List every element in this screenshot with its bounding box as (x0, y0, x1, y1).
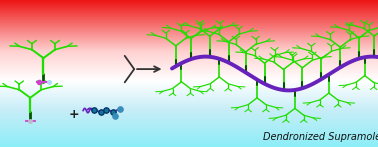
Text: +: + (68, 108, 79, 121)
Text: Dendronized Supramolecular Polymers: Dendronized Supramolecular Polymers (263, 132, 378, 142)
